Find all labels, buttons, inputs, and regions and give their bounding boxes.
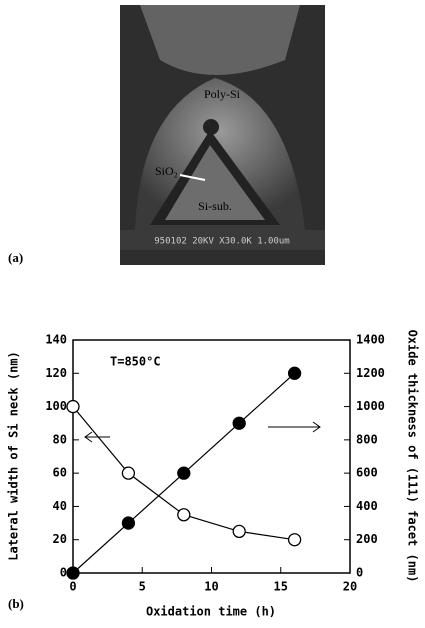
x-axis-label: Oxidation time (h)	[146, 605, 276, 619]
x-tick-label: 15	[274, 580, 288, 594]
y-tick-label: 20	[53, 532, 67, 546]
marker	[287, 366, 302, 380]
sem-image: Poly-Si SiO₂ Si-sub. 950102 20KV X30.0K …	[120, 5, 325, 265]
x-tick-label: 5	[139, 580, 146, 594]
x-tick-label: 20	[343, 580, 357, 594]
y-tick-label: 40	[53, 499, 67, 513]
y2-tick-label: 1000	[356, 399, 385, 413]
marker	[177, 508, 191, 522]
marker	[121, 516, 136, 530]
oxide-arrow	[179, 174, 206, 181]
panel-b-label: (b)	[8, 596, 24, 611]
y-tick-label: 120	[45, 366, 67, 380]
y-tick-label: 140	[45, 333, 67, 347]
y2-tick-label: 1200	[356, 366, 385, 380]
marker	[121, 466, 136, 480]
marker	[232, 524, 246, 539]
annotation: T=850°C	[110, 355, 161, 369]
y2-axis-label: Oxide thickness of (111) facet (nm)	[406, 330, 420, 583]
y-tick-label: 100	[45, 399, 67, 413]
marker	[232, 416, 246, 430]
y2-tick-label: 400	[356, 499, 378, 513]
y-tick-label: 60	[53, 466, 67, 480]
y2-tick-label: 0	[356, 566, 363, 580]
sem-caption-bar: 950102 20KV X30.0K 1.00um	[154, 237, 289, 247]
poly-label: Poly-Si	[204, 87, 241, 101]
y2-tick-label: 200	[356, 532, 378, 546]
y-axis-label: Lateral width of Si neck (nm)	[7, 351, 21, 561]
substrate-label: Si-sub.	[198, 199, 232, 213]
marker	[66, 399, 80, 414]
x-tick-label: 10	[204, 580, 218, 594]
y-tick-label: 80	[53, 432, 67, 446]
marker	[287, 533, 302, 547]
y-tick-label: 0	[60, 566, 67, 580]
oxide-label: SiO₂	[155, 164, 178, 178]
marker	[177, 466, 191, 480]
y2-tick-label: 800	[356, 432, 378, 446]
marker	[66, 566, 80, 580]
y2-tick-label: 1400	[356, 333, 385, 347]
y2-tick-label: 600	[356, 466, 378, 480]
arrows	[84, 421, 321, 443]
panel-a-label: (a)	[8, 250, 23, 265]
x-tick-label: 0	[69, 580, 76, 594]
